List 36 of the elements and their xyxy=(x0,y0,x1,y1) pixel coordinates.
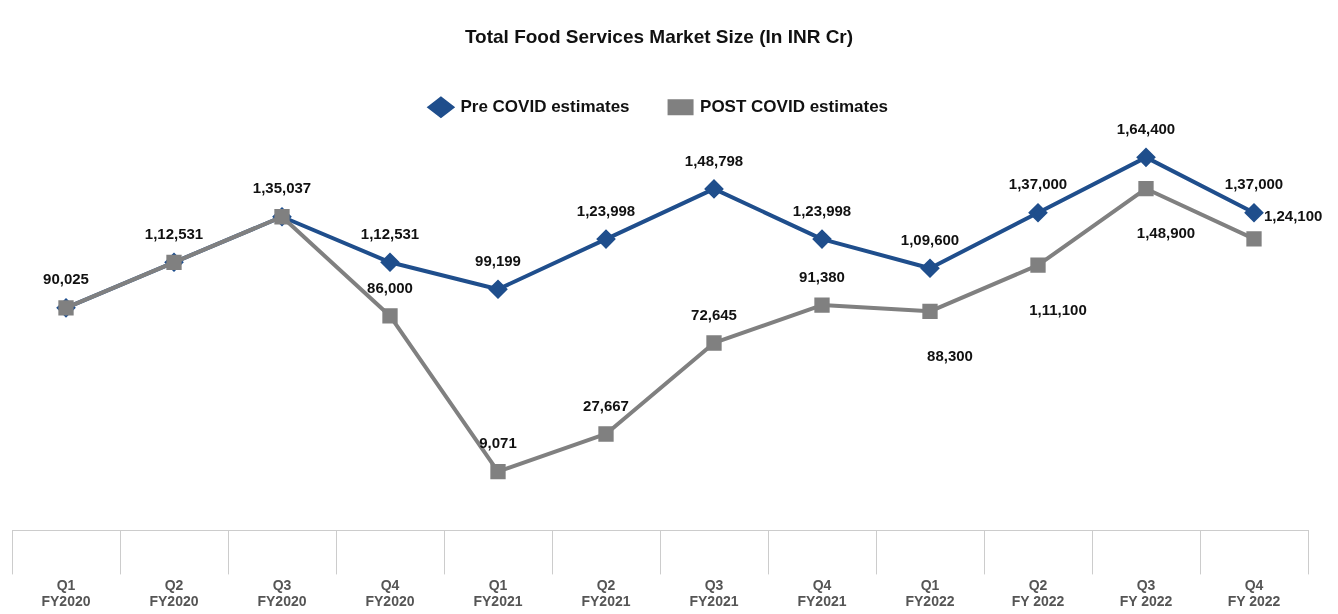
data-label: 72,645 xyxy=(691,305,737,323)
x-tick-label: Q1 FY2021 xyxy=(473,576,523,610)
legend-label: Pre COVID estimates xyxy=(460,96,630,116)
chart-title: Total Food Services Market Size (In INR Cr) xyxy=(464,25,854,47)
x-tick-label: Q3 FY2021 xyxy=(689,576,739,610)
data-label: 99,199 xyxy=(475,251,521,269)
data-label: 27,667 xyxy=(583,396,629,414)
x-tick-label: Q4 FY 2022 xyxy=(1227,576,1281,610)
x-tick-label: Q3 FY 2022 xyxy=(1119,576,1173,610)
legend-label: POST COVID estimates xyxy=(700,96,889,116)
data-label: 91,380 xyxy=(799,267,845,285)
data-label: 1,64,400 xyxy=(1116,120,1176,137)
x-tick-label: Q3 FY2020 xyxy=(257,576,307,610)
data-label: 1,35,037 xyxy=(252,179,312,197)
x-tick-label: Q1 FY2020 xyxy=(41,576,91,610)
data-label: 1,48,900 xyxy=(1136,224,1196,242)
x-tick-label: Q4 FY2021 xyxy=(797,576,847,610)
data-label: 1,37,000 xyxy=(1008,175,1068,193)
data-label: 1,12,531 xyxy=(360,224,420,242)
data-label: 1,11,100 xyxy=(1029,300,1087,318)
data-label: 1,48,798 xyxy=(684,151,744,169)
x-tick-label: Q2 FY2021 xyxy=(581,576,631,610)
data-label: 86,000 xyxy=(367,278,413,296)
data-label: 9,071 xyxy=(479,434,517,452)
data-label: 88,300 xyxy=(927,346,973,364)
data-label: 1,23,998 xyxy=(576,201,636,219)
x-tick-label: Q4 FY2020 xyxy=(365,576,415,610)
data-label: 1,37,000 xyxy=(1224,175,1284,193)
data-label: 1,09,600 xyxy=(900,230,960,248)
data-label: 1,12,531 xyxy=(144,224,204,242)
x-tick-label: Q1 FY2022 xyxy=(905,576,955,610)
x-tick-label: Q2 FY 2022 xyxy=(1011,576,1065,610)
data-label: 1,24,100 xyxy=(1264,207,1323,225)
x-tick-label: Q2 FY2020 xyxy=(149,576,199,610)
data-label: 90,025 xyxy=(43,270,89,288)
data-label: 1,23,998 xyxy=(792,201,852,219)
